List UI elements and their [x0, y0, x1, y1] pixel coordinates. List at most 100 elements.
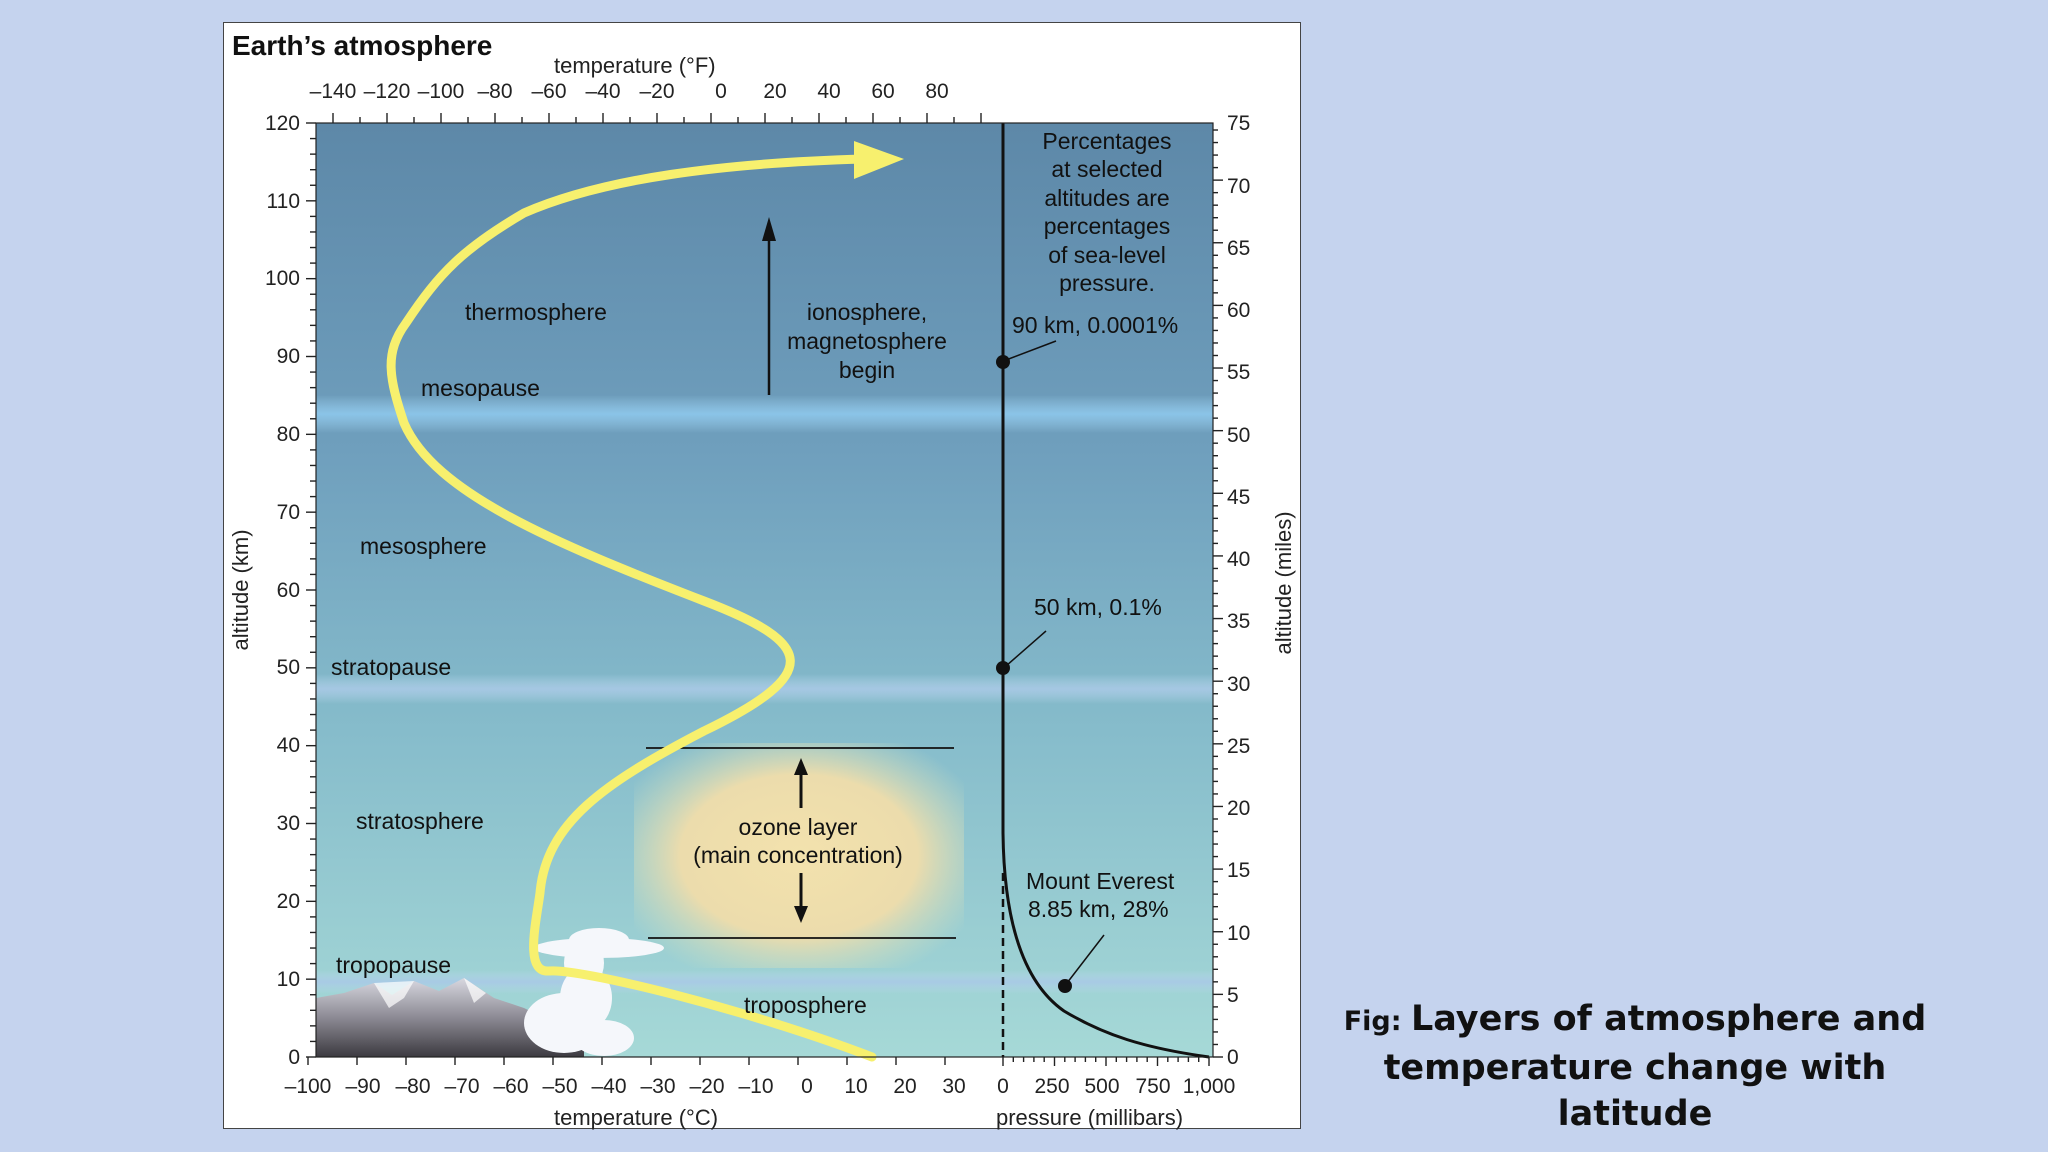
atmosphere-diagram: –140 –120 –100 –80 –60 –40 –20 0 20 40 6…	[228, 30, 1296, 1130]
tick-label: 20	[893, 1075, 916, 1098]
tick-label: –80	[395, 1075, 430, 1098]
tick-label: 0	[288, 1046, 300, 1069]
label-pressure-50km: 50 km, 0.1%	[1034, 594, 1162, 620]
ozone-label: ozone layer (main concentration)	[693, 814, 903, 868]
label-tropopause: tropopause	[336, 952, 451, 978]
tick-label: 30	[942, 1075, 965, 1098]
figure-title: Earth’s atmosphere	[232, 30, 492, 61]
tick-label: 40	[277, 734, 300, 757]
axis-top-label: temperature (°F)	[554, 53, 716, 78]
tick-label: 110	[267, 190, 300, 213]
tick-label: 20	[763, 80, 786, 103]
tick-label: 80	[277, 423, 300, 446]
tick-label: 10	[844, 1075, 867, 1098]
tick-label: 35	[1227, 610, 1250, 633]
bottom-c-ticks: –100 –90 –80 –70 –60 –50 –40 –30 –20 –10…	[285, 1075, 966, 1098]
pressure-note: Percentages at selected altitudes are pe…	[1042, 128, 1171, 296]
tick-label: 45	[1227, 486, 1250, 509]
axis-bottom-temp-label: temperature (°C)	[554, 1105, 718, 1130]
tick-label: 10	[277, 968, 300, 991]
label-stratopause: stratopause	[331, 654, 451, 680]
axis-right-label: altitude (miles)	[1271, 511, 1296, 654]
tick-label: 55	[1227, 361, 1250, 384]
svg-text:(main concentration): (main concentration)	[693, 842, 903, 868]
tick-label: 40	[817, 80, 840, 103]
tick-label: 5	[1227, 984, 1239, 1007]
point-90km	[996, 355, 1010, 369]
tick-label: 20	[277, 890, 300, 913]
bottom-pressure-ticks: 0 250 500 750 1,000	[997, 1075, 1235, 1098]
caption-prefix: Fig:	[1343, 1006, 1411, 1037]
tick-label: 75	[1227, 112, 1250, 135]
tick-label: –10	[738, 1075, 773, 1098]
point-everest	[1058, 979, 1072, 993]
tick-label: –20	[639, 80, 674, 103]
tick-label: 750	[1135, 1075, 1170, 1098]
label-stratosphere: stratosphere	[356, 808, 484, 834]
tick-label: –90	[345, 1075, 380, 1098]
svg-text:Percentages: Percentages	[1042, 128, 1171, 154]
label-everest-2: 8.85 km, 28%	[1028, 896, 1169, 922]
tick-label: 1,000	[1183, 1075, 1236, 1098]
tick-label: –140	[310, 80, 357, 103]
tick-label: 80	[925, 80, 948, 103]
tick-label: 65	[1227, 237, 1250, 260]
tick-label: –20	[689, 1075, 724, 1098]
mountain-illustration	[316, 978, 584, 1057]
tick-label: –100	[418, 80, 465, 103]
tick-label: –40	[591, 1075, 626, 1098]
tick-label: 60	[871, 80, 894, 103]
label-thermosphere: thermosphere	[465, 299, 607, 325]
atmosphere-figure: –140 –120 –100 –80 –60 –40 –20 0 20 40 6…	[223, 22, 1301, 1130]
tick-label: 90	[277, 345, 300, 368]
svg-text:at selected: at selected	[1051, 156, 1162, 182]
tick-label: 60	[1227, 299, 1250, 322]
svg-text:percentages: percentages	[1044, 213, 1171, 239]
tick-label: 50	[1227, 424, 1250, 447]
ionosphere-label: ionosphere, magnetosphere begin	[787, 299, 947, 383]
tick-label: 60	[277, 579, 300, 602]
label-pressure-90km: 90 km, 0.0001%	[1012, 312, 1178, 338]
tick-label: –60	[531, 80, 566, 103]
svg-text:begin: begin	[839, 357, 895, 383]
tick-label: –120	[364, 80, 411, 103]
mesopause-band	[316, 395, 1213, 433]
tick-label: 100	[265, 267, 300, 290]
label-mesopause: mesopause	[421, 375, 540, 401]
tick-label: 40	[1227, 548, 1250, 571]
top-f-ticks: –140 –120 –100 –80 –60 –40 –20 0 20 40 6…	[310, 80, 949, 103]
svg-text:ozone layer: ozone layer	[739, 814, 858, 840]
svg-text:pressure.: pressure.	[1059, 270, 1155, 296]
tick-label: 250	[1034, 1075, 1069, 1098]
tick-label: 500	[1084, 1075, 1119, 1098]
tick-label: 10	[1227, 922, 1250, 945]
svg-text:of sea-level: of sea-level	[1048, 242, 1166, 268]
axis-bottom-pressure-label: pressure (millibars)	[996, 1105, 1183, 1130]
figure-caption: Fig: Layers of atmosphere and temperatur…	[1330, 996, 1940, 1137]
right-miles-ticks: 0 5 10 15 20 25 30 35 40 45 50 55 60 65 …	[1227, 112, 1250, 1069]
tick-label: –50	[542, 1075, 577, 1098]
svg-text:magnetosphere: magnetosphere	[787, 328, 947, 354]
tick-label: 50	[277, 656, 300, 679]
ozone-glow	[634, 743, 964, 968]
pressure-curve	[1001, 832, 1210, 1059]
axis-left-label: altitude (km)	[228, 529, 253, 650]
tick-label: 70	[277, 501, 300, 524]
label-mesosphere: mesosphere	[360, 533, 487, 559]
tick-label: 0	[715, 80, 727, 103]
tick-label: –100	[285, 1075, 332, 1098]
tick-label: 20	[1227, 797, 1250, 820]
tick-label: 120	[265, 112, 300, 135]
tick-label: –80	[477, 80, 512, 103]
tick-label: 0	[801, 1075, 813, 1098]
label-troposphere: troposphere	[744, 992, 867, 1018]
left-km-ticks: 0 10 20 30 40 50 60 70 80 90 100 110 120	[265, 112, 300, 1069]
svg-text:altitudes are: altitudes are	[1044, 185, 1169, 211]
tick-label: –40	[585, 80, 620, 103]
temperature-curve	[386, 154, 877, 1062]
tick-label: 30	[1227, 673, 1250, 696]
label-everest-1: Mount Everest	[1026, 868, 1175, 894]
caption-text: Layers of atmosphere and temperature cha…	[1383, 999, 1927, 1134]
svg-text:ionosphere,: ionosphere,	[807, 299, 927, 325]
tick-label: 25	[1227, 735, 1250, 758]
